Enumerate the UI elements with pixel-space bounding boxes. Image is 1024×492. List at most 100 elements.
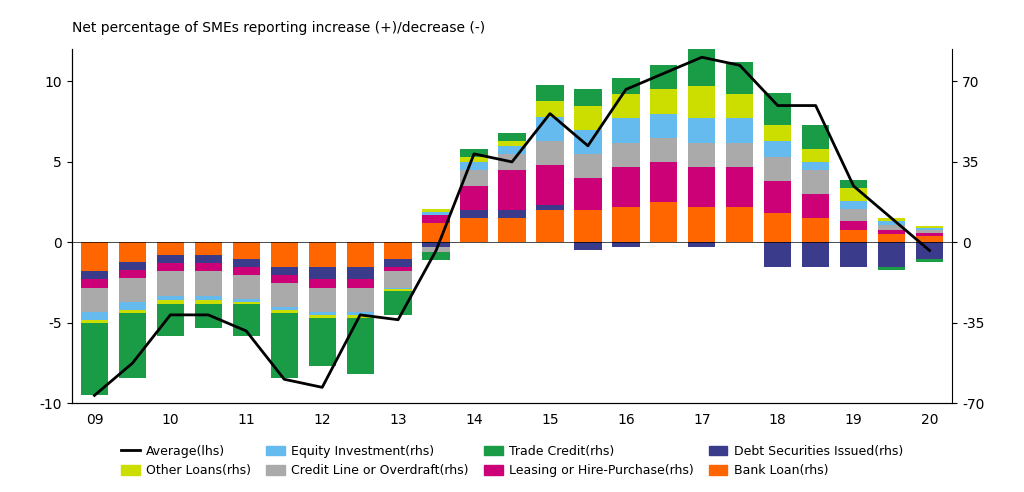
Bar (157, 255, 184, 263)
Average(lhs) (164, 312, 176, 318)
Bar (308, 315, 336, 318)
Bar (461, 218, 487, 243)
Bar (81, 311, 109, 320)
Bar (650, 114, 678, 138)
Bar (423, 243, 450, 247)
Bar (423, 247, 450, 252)
Average(lhs) (924, 247, 936, 253)
Bar (688, 143, 716, 167)
Bar (764, 243, 792, 267)
Bar (612, 243, 640, 247)
Bar (802, 218, 829, 243)
Bar (308, 311, 336, 315)
Bar (119, 310, 146, 313)
Bar (232, 275, 260, 299)
Bar (915, 230, 943, 233)
Bar (119, 270, 146, 278)
Bar (461, 162, 487, 170)
Bar (195, 272, 222, 296)
Bar (423, 252, 450, 260)
Bar (878, 243, 905, 267)
Bar (232, 302, 260, 304)
Bar (157, 296, 184, 301)
Bar (308, 318, 336, 367)
Bar (499, 170, 525, 210)
Bar (840, 221, 867, 230)
Average(lhs) (430, 247, 442, 253)
Average(lhs) (506, 159, 518, 165)
Bar (802, 194, 829, 218)
Bar (726, 207, 754, 243)
Average(lhs) (810, 103, 822, 109)
Bar (878, 267, 905, 270)
Bar (461, 157, 487, 162)
Bar (119, 278, 146, 302)
Bar (802, 149, 829, 162)
Bar (726, 94, 754, 119)
Bar (270, 307, 298, 310)
Bar (232, 258, 260, 267)
Bar (650, 138, 678, 162)
Bar (840, 201, 867, 209)
Bar (688, 207, 716, 243)
Bar (81, 279, 109, 287)
Bar (157, 263, 184, 272)
Bar (346, 267, 374, 279)
Average(lhs) (657, 70, 670, 76)
Bar (119, 262, 146, 270)
Bar (802, 162, 829, 170)
Bar (81, 272, 109, 279)
Bar (612, 143, 640, 167)
Average(lhs) (316, 384, 329, 390)
Average(lhs) (886, 215, 898, 221)
Bar (423, 215, 450, 223)
Bar (384, 267, 412, 272)
Bar (157, 243, 184, 255)
Legend: Average(lhs), Other Loans(rhs), Equity Investment(rhs), Credit Line or Overdraft: Average(lhs), Other Loans(rhs), Equity I… (118, 441, 906, 481)
Bar (688, 167, 716, 207)
Bar (612, 167, 640, 207)
Bar (423, 212, 450, 215)
Bar (764, 141, 792, 157)
Average(lhs) (354, 312, 367, 318)
Bar (915, 236, 943, 243)
Bar (915, 243, 943, 258)
Average(lhs) (202, 312, 214, 318)
Bar (574, 90, 601, 106)
Bar (878, 225, 905, 230)
Bar (195, 301, 222, 304)
Bar (840, 209, 867, 221)
Bar (346, 279, 374, 287)
Bar (195, 263, 222, 272)
Bar (650, 202, 678, 243)
Bar (537, 141, 563, 165)
Bar (346, 311, 374, 315)
Bar (384, 243, 412, 258)
Bar (423, 209, 450, 212)
Bar (461, 186, 487, 210)
Bar (840, 187, 867, 201)
Bar (574, 130, 601, 154)
Bar (232, 299, 260, 302)
Bar (688, 119, 716, 143)
Bar (195, 296, 222, 301)
Average(lhs) (88, 393, 100, 399)
Bar (915, 258, 943, 262)
Bar (232, 243, 260, 258)
Bar (384, 258, 412, 267)
Line: Average(lhs): Average(lhs) (94, 57, 930, 396)
Bar (232, 267, 260, 275)
Bar (574, 210, 601, 243)
Bar (346, 318, 374, 374)
Bar (650, 65, 678, 90)
Bar (915, 228, 943, 230)
Bar (688, 243, 716, 247)
Bar (195, 304, 222, 328)
Bar (612, 78, 640, 94)
Bar (384, 287, 412, 289)
Bar (81, 323, 109, 396)
Bar (650, 162, 678, 202)
Average(lhs) (695, 54, 708, 60)
Bar (461, 170, 487, 186)
Average(lhs) (392, 317, 404, 323)
